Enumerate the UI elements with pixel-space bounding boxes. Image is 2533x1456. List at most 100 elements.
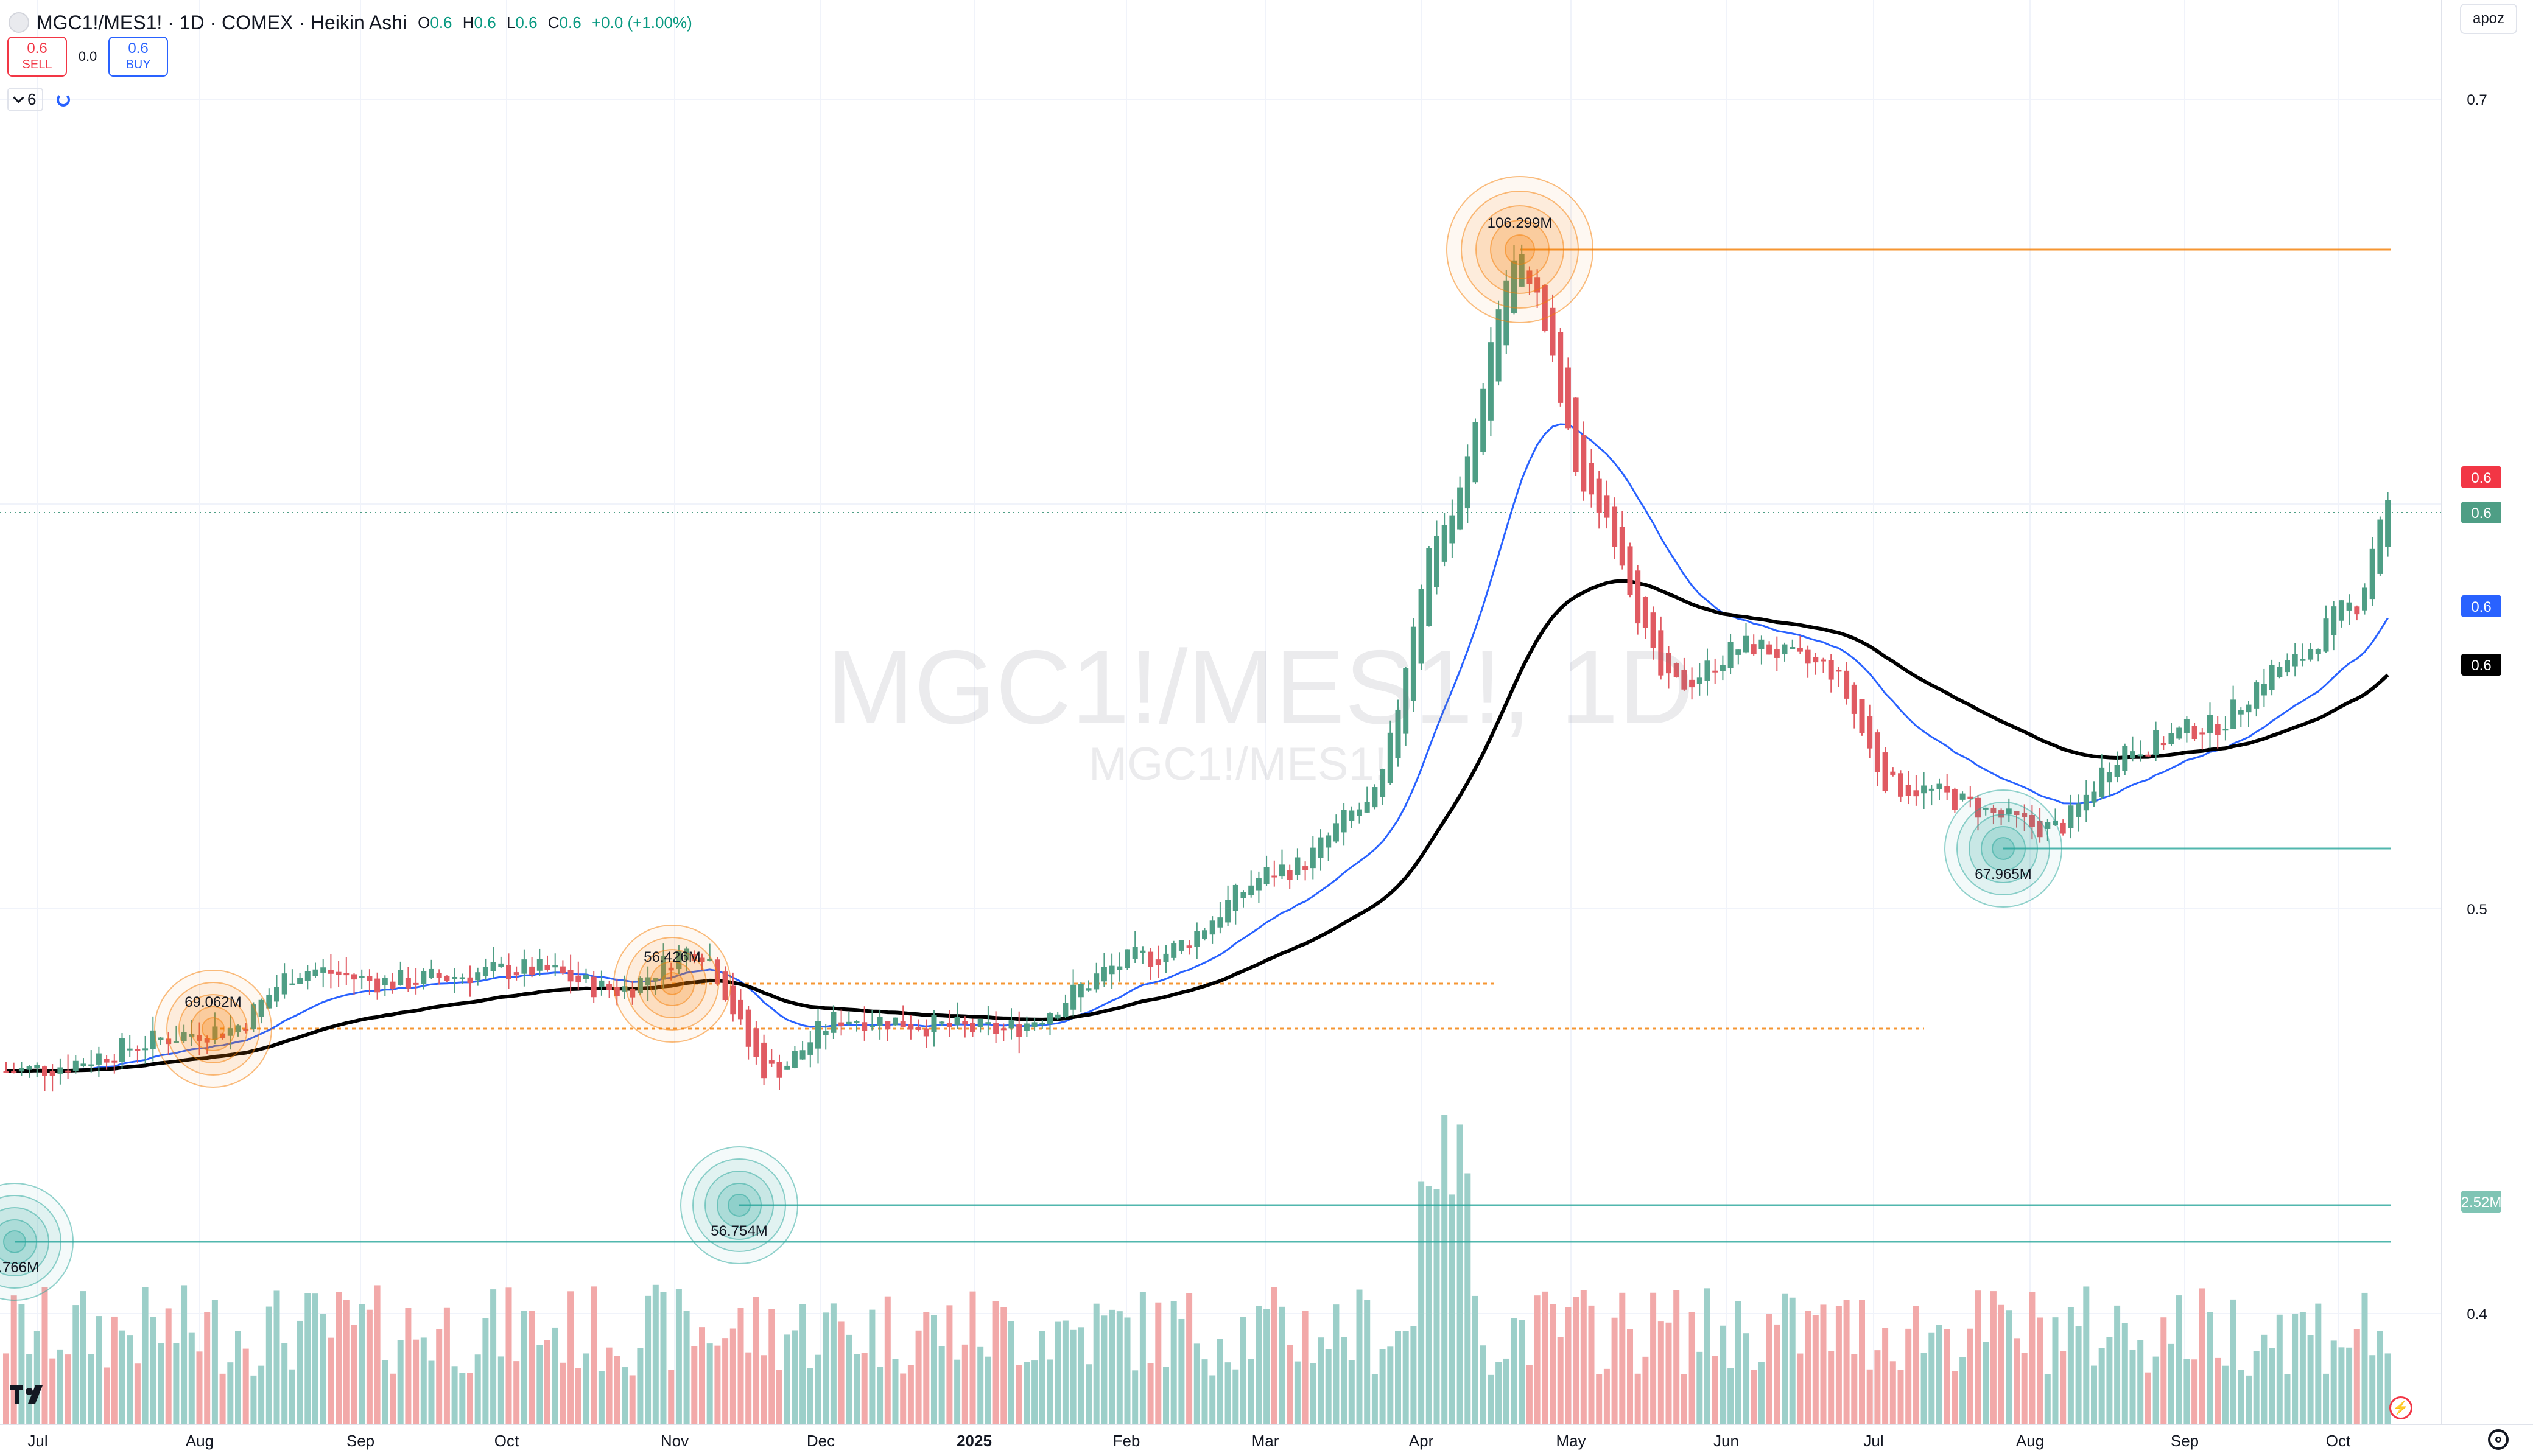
chart-grid — [0, 0, 2442, 1424]
candle-body — [444, 975, 450, 981]
candle-body — [452, 976, 458, 979]
candle-body — [421, 971, 427, 984]
candle-body — [1024, 1023, 1030, 1031]
volume-bar — [2083, 1286, 2090, 1424]
pivot-label: 56.754M — [711, 1223, 767, 1239]
volume-bar — [706, 1343, 713, 1424]
volume-bar — [1944, 1329, 1950, 1424]
candle-body — [1882, 752, 1888, 791]
volume-bar — [1425, 1186, 1432, 1424]
candle-body — [1341, 810, 1347, 833]
price-label-text: 2.52M — [2461, 1194, 2502, 1211]
candle-body — [490, 962, 496, 971]
volume-bar — [80, 1291, 86, 1424]
candle-body — [1163, 953, 1169, 962]
candle-body — [1055, 1014, 1061, 1019]
account-button[interactable]: apoz — [2460, 4, 2517, 34]
candle-body — [150, 1030, 156, 1049]
volume-bar — [737, 1308, 744, 1424]
candle-body — [2308, 648, 2314, 660]
candle-body — [1782, 644, 1788, 654]
volume-bar — [1364, 1300, 1371, 1424]
tradingview-logo-icon[interactable] — [9, 1383, 51, 1407]
volume-bar — [2168, 1343, 2174, 1424]
pivot-ring — [166, 982, 260, 1076]
volume-bar — [219, 1373, 226, 1424]
gear-icon[interactable] — [2488, 1429, 2509, 1450]
candle-body — [784, 1065, 790, 1070]
pivot-ring — [692, 1158, 786, 1252]
volume-bar — [1433, 1189, 1440, 1424]
candle-body — [88, 1064, 94, 1066]
candle-body — [11, 1071, 17, 1073]
candle-body — [792, 1051, 798, 1068]
candle-body — [1944, 786, 1950, 793]
volume-bar — [1619, 1292, 1626, 1424]
lightning-icon[interactable]: ⚡ — [2389, 1396, 2412, 1419]
volume-bars — [3, 1115, 2391, 1424]
volume-bar — [490, 1289, 497, 1424]
candle-body — [72, 1060, 79, 1071]
candle-body — [1117, 966, 1123, 970]
volume-bar — [923, 1312, 930, 1424]
candle-body — [1125, 949, 1130, 968]
candle-body — [390, 981, 396, 989]
candle-body — [1225, 900, 1231, 923]
volume-bar — [645, 1295, 652, 1424]
candle-body — [1751, 644, 1757, 655]
volume-bar — [2176, 1295, 2182, 1424]
pivot-label: 3.766M — [0, 1259, 39, 1276]
volume-bar — [1371, 1374, 1378, 1424]
time-tick-label: Jul — [1863, 1432, 1883, 1450]
price-label-text: 0.6 — [2471, 599, 2491, 615]
volume-bar — [513, 1361, 520, 1424]
pivot-label: 56.426M — [644, 949, 700, 965]
pivot-ring — [613, 925, 731, 1043]
volume-bar — [1828, 1351, 1835, 1424]
volume-bar — [1519, 1320, 1525, 1424]
volume-bar — [1201, 1359, 1208, 1424]
candle-body — [2014, 811, 2020, 816]
sell-button[interactable]: 0.6 SELL — [7, 37, 67, 77]
chevron-down-icon — [13, 92, 24, 103]
candle-body — [993, 1023, 999, 1034]
candle-body — [1859, 699, 1865, 733]
candle-body — [1410, 626, 1416, 701]
volume-bar — [1975, 1290, 1981, 1424]
candle-body — [970, 1023, 975, 1032]
volume-bar — [1967, 1328, 1973, 1424]
indicators-collapse-button[interactable]: 6 — [7, 88, 44, 111]
candle-body — [939, 1021, 945, 1024]
volume-bar — [72, 1305, 79, 1424]
volume-bar — [1209, 1375, 1216, 1424]
volume-bar — [575, 1368, 581, 1424]
volume-bar — [1109, 1309, 1115, 1424]
sync-icon[interactable] — [57, 93, 71, 107]
candle-body — [630, 989, 636, 998]
candle-body — [2176, 727, 2182, 739]
volume-bar — [1936, 1325, 1942, 1424]
volume-bar — [1318, 1337, 1324, 1424]
candle-body — [908, 1024, 914, 1030]
volume-bar — [57, 1349, 63, 1424]
candle-body — [135, 1049, 141, 1051]
volume-bar — [1603, 1368, 1610, 1424]
volume-bar — [1279, 1306, 1285, 1424]
symbol-title[interactable]: MGC1!/MES1! · 1D · COMEX · Heikin Ashi — [37, 11, 407, 33]
volume-bar — [2052, 1317, 2059, 1424]
volume-bar — [65, 1354, 71, 1424]
volume-bar — [18, 1304, 25, 1424]
volume-bar — [1588, 1305, 1595, 1424]
candle-body — [2006, 808, 2012, 814]
time-tick-label: 2025 — [957, 1432, 992, 1450]
buy-button[interactable]: 0.6 BUY — [108, 37, 168, 77]
volume-bar — [1217, 1339, 1223, 1424]
volume-bar — [745, 1352, 752, 1424]
candle-body — [714, 959, 720, 984]
candle-body — [1039, 1023, 1045, 1025]
volume-bar — [1147, 1363, 1154, 1424]
symbol-logo-icon[interactable] — [9, 12, 29, 33]
candle-body — [2362, 587, 2367, 611]
volume-bar — [583, 1353, 589, 1424]
